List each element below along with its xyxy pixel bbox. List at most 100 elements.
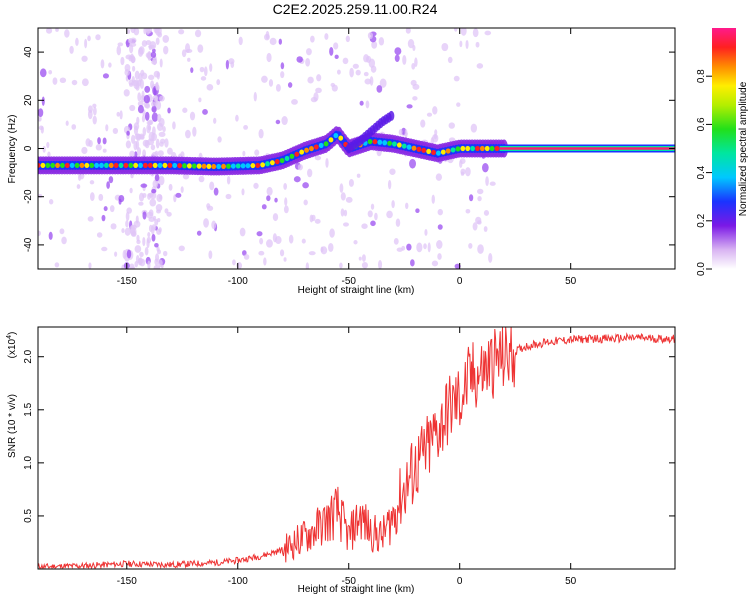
spectrogram-noise-cell	[363, 71, 369, 77]
spectrogram-noise-cell	[102, 137, 107, 145]
snr-xtick-label: -100	[228, 576, 248, 587]
spectrogram-noise-cell	[140, 69, 145, 77]
spectrogram-noise-cell	[454, 263, 461, 269]
spectrogram-ridge-cell	[147, 162, 153, 168]
spectrogram-noise-cell	[116, 45, 122, 56]
spectrogram-noise-cell	[134, 70, 140, 80]
spectrogram-noise-cell	[138, 201, 144, 206]
spectrogram-ytick-label: -40	[23, 237, 34, 252]
spectrogram-noise-cell	[87, 105, 93, 114]
spectrogram-ridge-cell	[392, 141, 397, 147]
spectrogram-ridge-cell	[440, 149, 446, 155]
spectrogram-noise-cell	[225, 193, 232, 200]
spectrogram-noise-cell	[194, 29, 202, 38]
spectrogram-noise-cell	[142, 127, 147, 137]
spectrogram-noise-cell	[189, 111, 196, 121]
spectrogram-noise-cell	[150, 51, 157, 58]
spectrogram-noise-cell	[182, 107, 188, 113]
spectrogram-noise-cell	[142, 211, 147, 220]
spectrogram-noise-cell	[266, 195, 271, 202]
spectrogram-noise-cell	[424, 229, 428, 236]
spectrogram-noise-cell	[208, 250, 213, 259]
spectrogram-noise-cell	[485, 176, 489, 187]
spectrogram-noise-cell	[274, 197, 278, 203]
spectrogram-ridge-cell	[118, 162, 124, 168]
spectrogram-noise-cell	[87, 216, 94, 222]
spectrogram-ridge-cell	[372, 139, 378, 145]
spectrogram-noise-cell	[141, 114, 146, 123]
spectrogram-noise-cell	[55, 28, 59, 32]
spectrogram-noise-cell	[437, 208, 443, 216]
spectrogram-noise-cell	[159, 95, 165, 102]
spectrogram-noise-cell	[178, 29, 185, 35]
spectrogram-noise-cell	[402, 55, 407, 65]
spectrogram-noise-cell	[89, 180, 95, 185]
spectrogram-noise-cell	[167, 147, 173, 155]
spectrogram-noise-cell	[330, 82, 336, 88]
spectrogram-noise-cell	[155, 138, 160, 149]
spectrogram-noise-cell	[279, 249, 285, 257]
spectrogram-noise-cell	[468, 194, 474, 202]
spectrogram-noise-cell	[235, 114, 239, 122]
spectrogram-noise-cell	[431, 194, 435, 204]
spectrogram-noise-cell	[352, 63, 359, 69]
spectrogram-ridge-cell	[269, 160, 275, 166]
spectrogram-noise-cell	[416, 242, 423, 253]
spectrogram-noise-cell	[349, 67, 354, 78]
spectrogram-ridge-cell	[38, 162, 41, 168]
spectrogram-noise-cell	[92, 103, 97, 108]
spectrogram-ridge-cell	[162, 162, 168, 168]
spectrogram-ridge-cell	[191, 163, 197, 169]
spectrogram-noise-cell	[42, 145, 46, 153]
spectrogram-image	[38, 28, 675, 269]
spectrogram-noise-cell	[342, 57, 349, 65]
spectrogram-noise-cell	[41, 96, 45, 106]
spectrogram-noise-cell	[185, 129, 191, 139]
spectrogram-ridge-cell	[74, 162, 80, 168]
spectrogram-noise-cell	[395, 218, 401, 227]
spectrogram-noise-cell	[329, 47, 334, 56]
spectrogram-noise-cell	[268, 79, 274, 87]
spectrogram-noise-cell	[164, 208, 169, 214]
spectrogram-noise-cell	[200, 76, 207, 81]
spectrogram-noise-cell	[453, 28, 458, 32]
spectrogram-noise-cell	[339, 183, 344, 193]
spectrogram-noise-cell	[284, 197, 288, 206]
spectrogram-noise-cell	[483, 226, 488, 232]
spectrogram-noise-cell	[306, 48, 312, 56]
spectrogram-ridge-cell	[99, 162, 104, 168]
spectrogram-ridge-cell	[152, 162, 158, 168]
spectrogram-noise-cell	[137, 47, 144, 57]
spectrogram-noise-cell	[230, 61, 235, 68]
spectrogram-ridge-cell	[250, 162, 256, 169]
spectrogram-noise-cell	[196, 230, 202, 236]
spectrogram-noise-cell	[432, 106, 438, 115]
spectrogram-noise-cell	[202, 109, 208, 115]
spectrogram-noise-cell	[162, 250, 168, 257]
spectrogram-ridge-cell	[328, 137, 334, 143]
spectrogram-noise-cell	[406, 243, 412, 251]
spectrogram-noise-cell	[92, 115, 97, 125]
spectrogram-ridge-cell	[221, 163, 226, 169]
spectrogram-noise-cell	[468, 243, 473, 249]
spectrogram-noise-cell	[361, 261, 368, 269]
spectrogram-noise-cell	[118, 198, 122, 205]
spectrogram-noise-cell	[283, 182, 288, 190]
spectrogram-ridge-cell	[401, 143, 407, 149]
spectrogram-noise-cell	[152, 215, 157, 221]
spectrogram-noise-cell	[465, 208, 471, 214]
spectrogram-noise-cell	[406, 104, 413, 109]
spectrogram-noise-cell	[155, 37, 160, 45]
spectrogram-ridge-cell	[436, 150, 441, 156]
spectrogram-noise-cell	[172, 121, 176, 130]
spectrogram-noise-cell	[305, 262, 310, 269]
spectrogram-noise-cell	[159, 58, 163, 68]
spectrogram-noise-cell	[226, 175, 231, 185]
spectrogram-ridge-cell	[64, 162, 70, 168]
spectrogram-ridge-cell	[230, 163, 236, 169]
spectrogram-noise-cell	[291, 98, 298, 105]
spectrogram-ridge-cell	[143, 162, 148, 168]
spectrogram-noise-cell	[281, 116, 288, 126]
spectrogram-noise-cell	[144, 247, 149, 256]
spectrogram-noise-cell	[142, 236, 146, 247]
